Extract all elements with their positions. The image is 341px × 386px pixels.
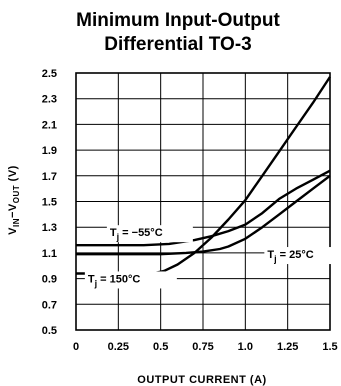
x-tick-label: 1.5 xyxy=(322,341,337,353)
y-tick-label: 1.7 xyxy=(42,171,57,183)
y-tick-label: 0.5 xyxy=(42,325,57,337)
series-line-2 xyxy=(76,174,331,256)
y-axis-label-mid: −V xyxy=(7,203,19,218)
series-annotation-2: Tj = 25°C xyxy=(267,249,313,264)
series-annotation-3: Tj = 150°C xyxy=(88,273,141,288)
annotation-sub: j xyxy=(94,278,98,288)
x-tick-label: 1.0 xyxy=(238,341,253,353)
y-tick-label: 1.3 xyxy=(42,222,57,234)
annotation-sub: j xyxy=(273,254,277,264)
tick-labels: 0 0.25 0.5 0.75 1.0 1.25 1.5 0.5 0.7 0.9 1.1 1.3 1.5… xyxy=(42,68,338,353)
x-tick-label: 0.25 xyxy=(108,341,129,353)
annotation-background xyxy=(84,271,177,289)
x-tick-label: 1.25 xyxy=(277,341,298,353)
annotation-rest: = 150°C xyxy=(97,273,140,285)
series-annotation-1: Tj = −55°C xyxy=(110,227,163,242)
y-tick-label: 0.7 xyxy=(42,299,57,311)
y-tick-label: 1.5 xyxy=(42,197,57,209)
annotation-background xyxy=(106,225,193,243)
annotation-main: T xyxy=(88,273,95,285)
x-axis-label: OUTPUT CURRENT (A) xyxy=(137,374,266,386)
y-axis-label-main: V xyxy=(7,227,19,235)
y-tick-label: 0.9 xyxy=(42,274,57,286)
y-tick-label: 2.3 xyxy=(42,94,57,106)
grid xyxy=(75,72,331,331)
y-axis-label-sub2: OUT xyxy=(12,185,21,203)
annotation-main: T xyxy=(110,227,117,239)
annotation-sub: j xyxy=(116,232,120,242)
y-tick-label: 1.1 xyxy=(42,248,57,260)
y-axis-label: VIN−VOUT (V) xyxy=(7,165,21,235)
annotation-main: T xyxy=(267,249,274,261)
y-tick-label: 1.9 xyxy=(42,145,57,157)
chart-title-line-1: Minimum Input-Output xyxy=(76,10,280,31)
x-tick-label: 0.75 xyxy=(192,341,213,353)
series-group xyxy=(76,76,332,275)
x-tick-label: 0 xyxy=(73,341,79,353)
annotation-rest: = 25°C xyxy=(277,249,314,261)
chart-title-line-2: Differential TO-3 xyxy=(104,34,251,55)
plot-frame xyxy=(75,72,331,331)
annotation-group: Tj = −55°CTj = 25°CTj = 150°C xyxy=(84,225,341,289)
series-line-3 xyxy=(76,76,332,275)
series-line-1 xyxy=(76,169,331,247)
y-tick-label: 2.5 xyxy=(42,68,57,80)
y-tick-label: 2.1 xyxy=(42,119,57,131)
y-axis-label-unit: (V) xyxy=(7,165,19,185)
x-tick-label: 0.5 xyxy=(153,341,168,353)
annotation-rest: = −55°C xyxy=(119,227,163,239)
y-axis-label-sub1: IN xyxy=(12,218,21,227)
annotation-background xyxy=(264,247,341,265)
